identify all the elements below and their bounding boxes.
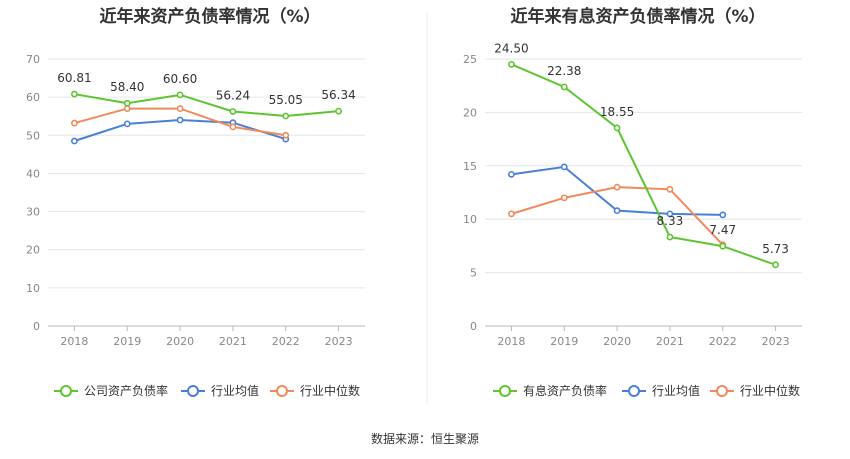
data-point [176, 105, 184, 112]
data-point [71, 90, 78, 98]
data-point [229, 108, 237, 115]
y-tick-label: 40 [26, 167, 40, 180]
legend-item-2: 行业均值 [622, 383, 700, 398]
x-tick-label: 2019 [113, 335, 141, 348]
data-point [508, 210, 515, 218]
data-point [335, 107, 342, 115]
data-point [560, 163, 568, 171]
x-tick-label: 2022 [272, 335, 300, 348]
legend-item-2: 行业均值 [181, 383, 259, 398]
data-point [666, 185, 674, 193]
legend-marker [276, 385, 288, 397]
data-point [123, 105, 131, 112]
data-point [560, 194, 568, 202]
legend-label: 行业均值 [211, 383, 259, 398]
data-point [508, 60, 515, 68]
x-tick-label: 2021 [219, 335, 247, 348]
data-point [123, 120, 131, 128]
data-label: 22.38 [547, 64, 581, 78]
chart-title: 近年来有息资产负债率情况（%） [510, 6, 765, 27]
data-label: 58.40 [110, 80, 144, 94]
data-point [772, 261, 779, 269]
legend-item-1: 公司资产负债率 [54, 383, 168, 398]
x-tick-label: 2021 [656, 335, 684, 348]
series-line-3 [511, 186, 724, 246]
chart-title: 近年来资产负债率情况（%） [99, 6, 320, 27]
data-label: 55.05 [269, 93, 303, 107]
legend-marker [628, 385, 640, 397]
chart-2: 近年来有息资产负债率情况（%） 0 5 10 15 20 25 2018 2019 2020 202… [463, 6, 802, 398]
y-tick-label: 20 [26, 244, 40, 257]
data-point [176, 116, 184, 124]
data-label: 18.55 [600, 105, 634, 119]
x-tick-label: 2020 [603, 335, 631, 348]
legend-marker [187, 385, 199, 397]
legend-label: 行业均值 [652, 383, 700, 398]
source-label: 数据来源：恒生聚源 [371, 431, 479, 446]
series-line-1 [511, 63, 776, 266]
legend-label: 公司资产负债率 [84, 383, 168, 398]
data-point [719, 211, 727, 219]
y-tick-label: 60 [26, 91, 40, 104]
data-label: 60.60 [163, 72, 197, 86]
x-tick-label: 2022 [709, 335, 737, 348]
y-tick-label: 50 [26, 129, 40, 142]
data-point [71, 119, 78, 127]
data-point [176, 91, 184, 99]
legend-item-1: 有息资产负债率 [493, 383, 607, 398]
data-point [282, 131, 290, 139]
data-label: 7.47 [709, 223, 736, 237]
x-tick-label: 2023 [762, 335, 790, 348]
y-tick-label: 70 [26, 53, 40, 66]
x-tick-label: 2019 [550, 335, 578, 348]
legend-label: 有息资产负债率 [523, 383, 607, 398]
y-tick-label: 10 [26, 282, 40, 295]
legend-item-3: 行业中位数 [710, 383, 800, 398]
x-tick-label: 2018 [60, 335, 88, 348]
data-point [508, 170, 515, 178]
data-label: 60.81 [57, 71, 91, 85]
legend-item-3: 行业中位数 [270, 383, 360, 398]
data-point [71, 137, 78, 145]
y-tick-label: 30 [26, 206, 40, 219]
data-point [666, 210, 674, 218]
legend-marker [716, 385, 728, 397]
y-tick-label: 0 [33, 320, 40, 333]
legend-marker [60, 385, 72, 397]
data-point [229, 123, 237, 131]
data-label: 56.24 [216, 88, 250, 102]
data-point [560, 83, 568, 91]
legend-label: 行业中位数 [740, 383, 800, 398]
x-tick-label: 2018 [497, 335, 525, 348]
data-point [282, 112, 290, 120]
data-label: 24.50 [494, 41, 528, 55]
data-point [613, 207, 621, 215]
data-label: 5.73 [762, 242, 789, 256]
x-tick-label: 2023 [325, 335, 353, 348]
y-tick-label: 5 [470, 267, 477, 280]
legend-marker [499, 385, 511, 397]
x-tick-label: 2020 [166, 335, 194, 348]
data-point [666, 233, 674, 241]
data-point [613, 124, 621, 132]
data-point [719, 242, 727, 250]
legend-label: 行业中位数 [300, 383, 360, 398]
data-label: 56.34 [321, 88, 355, 102]
chart-1: 近年来资产负债率情况（%） 0 10 20 30 40 50 60 70 2018 2019 2020… [26, 6, 365, 398]
data-point [123, 99, 131, 107]
series-line-1 [74, 93, 339, 118]
data-point [613, 183, 621, 191]
y-tick-label: 25 [463, 53, 477, 66]
data-label: 8.33 [657, 214, 684, 228]
y-tick-label: 15 [463, 160, 477, 173]
y-tick-label: 20 [463, 106, 477, 119]
y-tick-label: 0 [470, 320, 477, 333]
y-tick-label: 10 [463, 213, 477, 226]
